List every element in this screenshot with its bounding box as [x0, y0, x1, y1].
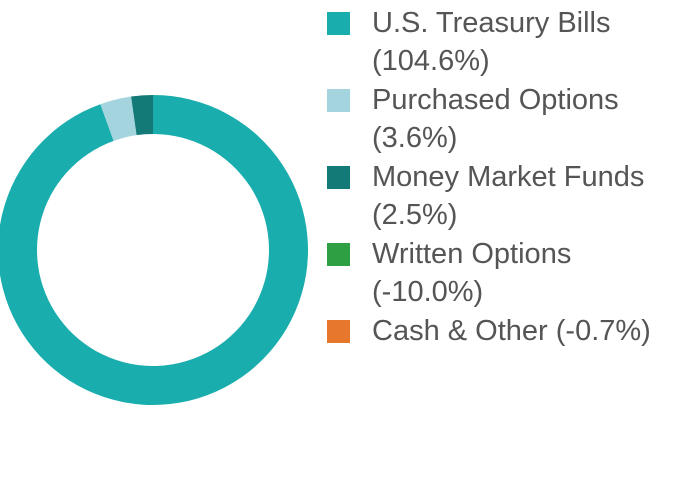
- legend-swatch: [327, 243, 350, 266]
- legend-entry: Purchased Options (3.6%): [327, 81, 667, 158]
- legend-value: (-10.0%): [372, 276, 484, 308]
- legend-label: Money Market Funds: [372, 161, 645, 193]
- legend-swatch: [327, 166, 350, 189]
- legend-swatch: [327, 89, 350, 112]
- legend-label: Purchased Options: [372, 84, 619, 116]
- legend-label: U.S. Treasury Bills: [372, 7, 611, 39]
- legend-value: (2.5%): [372, 199, 458, 231]
- legend-swatch: [327, 12, 350, 35]
- slice: [100, 96, 137, 141]
- legend-entry: U.S. Treasury Bills (104.6%): [327, 4, 667, 81]
- legend-value: (104.6%): [372, 45, 490, 77]
- legend-value: (3.6%): [372, 122, 458, 154]
- slice: [131, 95, 153, 136]
- legend-entry: Money Market Funds (2.5%): [327, 158, 667, 235]
- legend-label: Written Options: [372, 238, 572, 270]
- legend-swatch: [327, 320, 350, 343]
- slice: [0, 95, 308, 405]
- chart: [0, 95, 308, 405]
- legend-entry: Cash & Other (-0.7%): [327, 312, 667, 389]
- legend-label: Cash & Other: [372, 315, 548, 347]
- legend: U.S. Treasury Bills (104.6%) Purchased Op…: [327, 4, 675, 389]
- legend-value: (-0.7%): [555, 315, 651, 347]
- legend-entry: Written Options (-10.0%): [327, 235, 667, 312]
